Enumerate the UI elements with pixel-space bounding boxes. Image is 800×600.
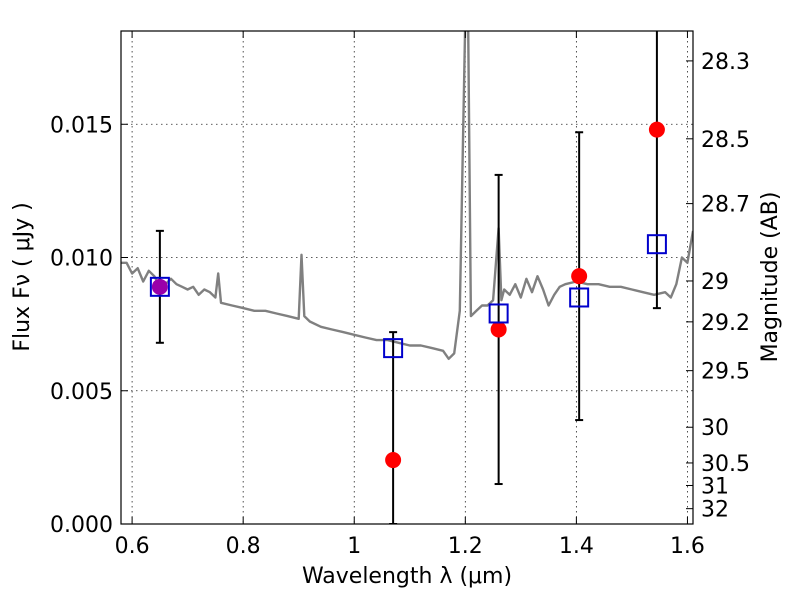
mag-tick-label: 29.2 xyxy=(701,311,750,336)
x-tick-label: 0.8 xyxy=(226,534,261,559)
mag-tick-label: 32 xyxy=(701,498,729,523)
grid xyxy=(121,31,693,525)
axis-ticks: 0.6 0.8 1 1.2 1.4 1.6 0.000 0.005 0.010 0.015 28.3… xyxy=(50,31,750,559)
observed-flux-point xyxy=(490,321,507,338)
observed-flux-point xyxy=(385,452,402,469)
x-tick-label: 1.2 xyxy=(448,534,483,559)
mag-tick-label: 30.5 xyxy=(701,452,750,477)
observed-flux-point xyxy=(151,278,168,295)
mag-tick-label: 28.3 xyxy=(701,50,750,75)
y-axis-label-left: Flux Fν ( μJy ) xyxy=(10,202,35,351)
mag-tick-label: 29.5 xyxy=(701,360,750,385)
y-tick-label: 0.000 xyxy=(50,513,113,538)
plot-area xyxy=(121,31,693,524)
model-band-square xyxy=(646,234,667,255)
model-band-square xyxy=(383,338,404,359)
mag-tick-label: 28.7 xyxy=(701,193,750,218)
model-spectrum-line xyxy=(121,31,693,360)
observed-flux-point xyxy=(571,268,588,285)
mag-tick-label: 30 xyxy=(701,416,729,441)
observed-flux-point xyxy=(648,121,665,138)
plot-frame xyxy=(120,30,694,525)
model-band-square xyxy=(149,276,170,297)
mag-tick-label: 29 xyxy=(701,270,729,295)
y-axis-label-right: Magnitude (AB) xyxy=(758,192,783,363)
y-tick-label: 0.010 xyxy=(50,247,113,272)
y-tick-label: 0.005 xyxy=(50,380,113,405)
x-tick-label: 1 xyxy=(347,534,361,559)
x-tick-label: 1.6 xyxy=(670,534,705,559)
mag-tick-label: 28.5 xyxy=(701,128,750,153)
model-band-square xyxy=(488,303,509,324)
x-tick-label: 0.6 xyxy=(115,534,150,559)
mag-tick-label: 31 xyxy=(701,474,729,499)
y-tick-label: 0.015 xyxy=(50,113,113,138)
model-band-square xyxy=(569,287,590,308)
x-axis-label: Wavelength λ (μm) xyxy=(302,564,512,589)
x-tick-label: 1.4 xyxy=(559,534,594,559)
